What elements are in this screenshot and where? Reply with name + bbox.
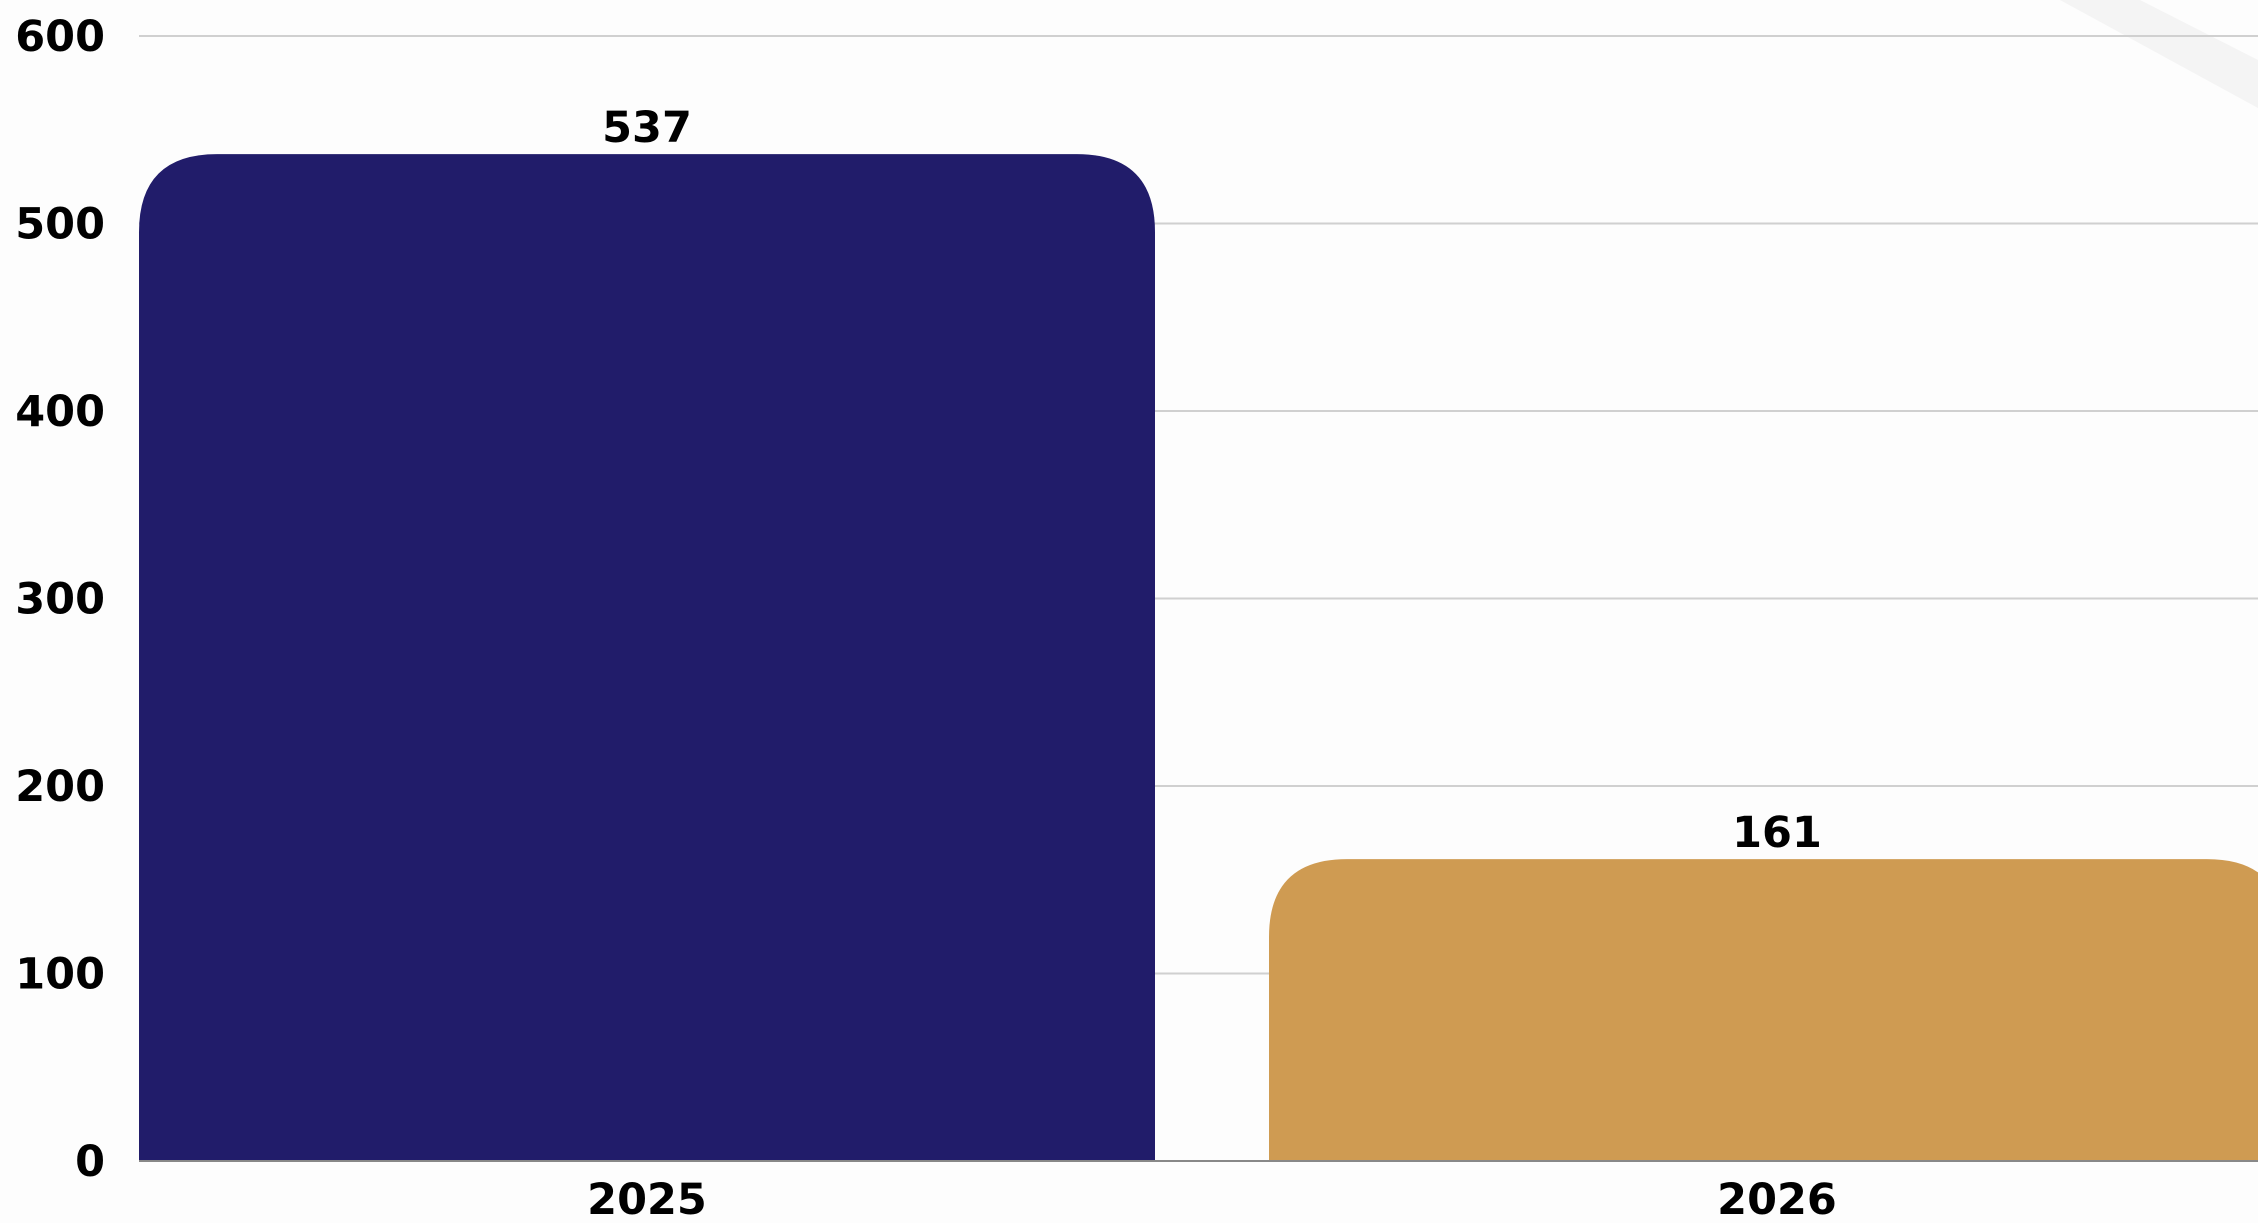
y-tick-label: 400 bbox=[15, 387, 105, 437]
y-tick-label: 600 bbox=[15, 12, 105, 62]
data-label: 537 bbox=[602, 103, 692, 153]
corner-decoration bbox=[2060, 0, 2258, 108]
x-tick-label: 2026 bbox=[1717, 1175, 1837, 1223]
data-label: 161 bbox=[1732, 808, 1822, 858]
bar-2025 bbox=[139, 154, 1155, 1161]
y-tick-label: 100 bbox=[15, 950, 105, 1000]
x-axis-ticks: 2025 2026 bbox=[587, 1175, 1837, 1223]
bars bbox=[139, 154, 2258, 1161]
y-tick-label: 200 bbox=[15, 762, 105, 812]
x-tick-label: 2025 bbox=[587, 1175, 707, 1223]
y-tick-label: 300 bbox=[15, 575, 105, 625]
bar-2026 bbox=[1269, 859, 2258, 1161]
y-tick-label: 0 bbox=[75, 1137, 105, 1187]
y-tick-label: 500 bbox=[15, 200, 105, 250]
data-labels: 537 161 bbox=[602, 103, 1822, 858]
y-axis-ticks: 0 100 200 300 400 500 600 bbox=[15, 12, 105, 1187]
